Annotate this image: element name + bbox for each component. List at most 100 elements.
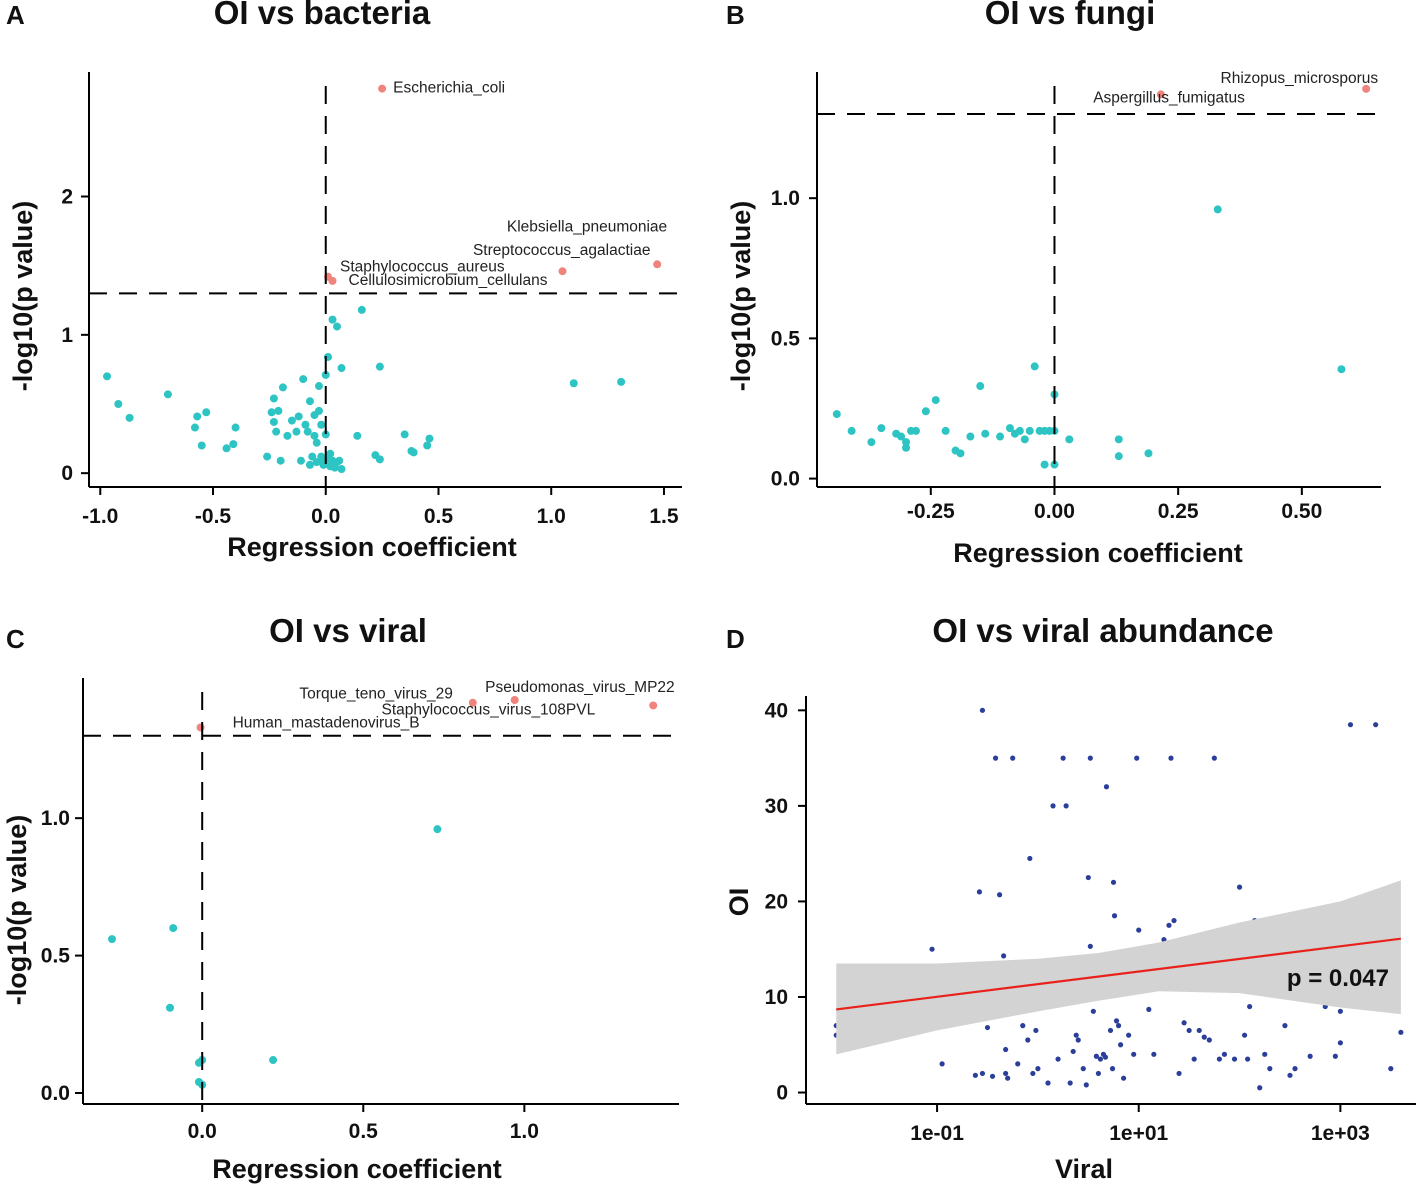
abundance-point [1107,1027,1114,1034]
significant-point [510,695,519,704]
nonsignificant-point [222,444,231,453]
nonsignificant-point [103,372,112,381]
abundance-point [979,1070,986,1077]
nonsignificant-point [1040,460,1049,469]
confidence-band [836,880,1401,1055]
point-annotation: Torque_teno_virus_29 [299,686,452,703]
nonsignificant-point [190,423,199,432]
point-annotation: Aspergillus_fumigatus [1093,89,1245,106]
abundance-point [939,1061,945,1067]
nonsignificant-point [272,427,281,436]
x-tick-label: 1.5 [649,505,679,528]
abundance-point [1030,1070,1036,1077]
nonsignificant-point [312,458,321,467]
abundance-point [1093,1053,1099,1059]
chart-title: OI vs fungi [985,0,1156,31]
abundance-point [1001,953,1007,959]
nonsignificant-point [375,362,384,371]
nonsignificant-point [312,438,321,447]
abundance-point [1073,1032,1079,1038]
abundance-point [1206,1037,1212,1043]
nonsignificant-point [231,423,240,432]
nonsignificant-point [287,416,296,425]
nonsignificant-point [125,413,134,422]
abundance-point [1067,1080,1073,1086]
nonsignificant-point [193,412,202,421]
nonsignificant-point [1050,460,1059,469]
nonsignificant-point [897,432,906,441]
abundance-point [1168,755,1174,761]
abundance-point [1087,943,1093,949]
abundance-point [1245,1056,1251,1062]
nonsignificant-point [996,432,1005,441]
nonsignificant-point [976,382,985,391]
abundance-point [1337,1040,1343,1046]
abundance-point [1087,755,1093,761]
abundance-point [1083,1082,1089,1088]
panel-a: A OI vs bacteria -1.0 -0.5 0.0 0.5 1.0 1.5 0 1… [6,0,682,562]
nonsignificant-point [321,430,330,439]
nonsignificant-point [107,935,116,944]
abundance-point [1292,1066,1298,1072]
abundance-point [979,707,986,713]
x-tick-label: 1.0 [537,505,566,528]
nonsignificant-point [296,456,305,465]
nonsignificant-point [292,427,301,436]
abundance-point [1097,1056,1104,1062]
significant-point [649,701,658,710]
x-tick-label: 1e+03 [1311,1122,1370,1145]
nonsignificant-point [375,455,384,464]
x-tick-label: 0.0 [311,505,340,528]
abundance-point [1085,874,1091,881]
significant-point [328,276,337,285]
nonsignificant-point [263,452,272,461]
point-annotation: Streptococcus_agalactiae [473,242,651,259]
nonsignificant-point [305,460,314,469]
nonsignificant-point [1213,205,1222,214]
y-tick-label: 1 [61,324,73,347]
abundance-point [1117,1042,1124,1048]
nonsignificant-point [433,825,442,834]
abundance-point [1080,1066,1086,1072]
nonsignificant-point [301,420,310,429]
y-tick-label: 40 [765,699,788,722]
abundance-point [1010,755,1016,761]
abundance-point [989,1073,996,1079]
nonsignificant-point [305,397,314,406]
abundance-point [1201,1034,1207,1040]
nonsignificant-point [321,370,330,379]
abundance-point [984,1024,991,1031]
abundance-point [996,892,1003,898]
nonsignificant-point [317,452,326,461]
regression-line [836,937,1402,1011]
nonsignificant-point [911,426,920,435]
abundance-point [1075,1037,1081,1043]
abundance-point [1015,1061,1021,1067]
abundance-point [1020,1023,1026,1029]
nonsignificant-point [163,390,172,399]
nonsignificant-point [326,449,335,458]
abundance-point [1231,1056,1238,1062]
nonsignificant-point [283,431,292,440]
significant-point [1362,84,1371,93]
nonsignificant-point [328,315,337,324]
nonsignificant-point [877,424,886,433]
nonsignificant-point [1025,426,1034,435]
nonsignificant-point [1144,449,1153,458]
y-tick-label: 0.0 [41,1082,70,1105]
x-tick-label: 1e-01 [910,1122,964,1145]
nonsignificant-point [353,431,362,440]
y-tick-label: 30 [765,795,788,818]
abundance-point [1191,1056,1197,1062]
nonsignificant-point [314,382,323,391]
significant-point [196,723,205,732]
abundance-point [1146,1006,1152,1013]
abundance-point [1035,1066,1041,1072]
x-tick-label: -0.25 [907,500,955,523]
significant-point [1156,90,1165,99]
nonsignificant-point [276,456,285,465]
y-tick-label: 0 [61,462,73,485]
abundance-point [1003,1046,1009,1053]
nonsignificant-point [114,400,123,408]
